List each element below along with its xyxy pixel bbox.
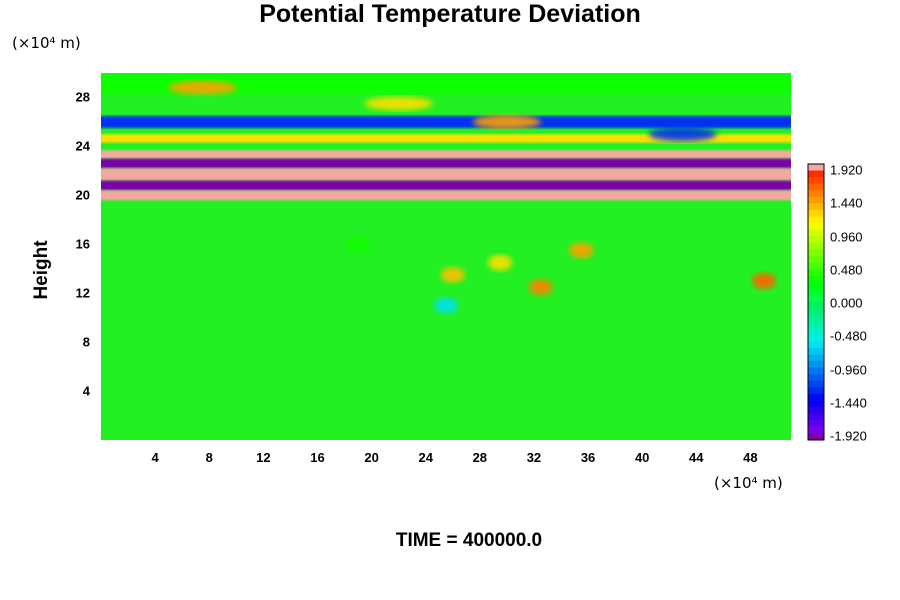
colorbar-swatch <box>808 302 824 310</box>
colorbar-swatch <box>808 203 824 211</box>
blob-4 <box>440 266 465 283</box>
chart-title: Potential Temperature Deviation <box>259 0 641 28</box>
blob-10 <box>346 236 371 253</box>
colorbar-swatch <box>808 295 824 303</box>
colorbar-swatch <box>808 361 824 369</box>
band-2 <box>101 134 791 143</box>
colorbar-swatch <box>808 400 824 408</box>
colorbar-swatch <box>808 367 824 375</box>
band-7 <box>101 190 791 201</box>
y-tick-label: 12 <box>75 285 90 301</box>
y-tick-label: 28 <box>75 89 90 105</box>
x-tick-label: 16 <box>310 450 325 465</box>
colorbar-label: 0.000 <box>830 295 863 311</box>
colorbar-swatch <box>808 229 824 237</box>
colorbar-swatch <box>808 374 824 382</box>
blob-1 <box>364 96 433 111</box>
colorbar-swatch <box>808 262 824 270</box>
colorbar-swatch <box>808 210 824 218</box>
colorbar-label: 0.480 <box>830 262 863 278</box>
colorbar-swatch <box>808 223 824 231</box>
colorbar-swatch <box>808 433 824 441</box>
colorbar-swatch <box>808 242 824 250</box>
colorbar-swatch <box>808 348 824 356</box>
colorbar-swatch <box>808 426 824 434</box>
colorbar-swatch <box>808 282 824 290</box>
x-tick-label: 36 <box>580 450 596 465</box>
colorbar-swatch <box>808 183 824 191</box>
band-6 <box>101 180 791 191</box>
colorbar-swatch <box>808 236 824 244</box>
colorbar-swatch <box>808 341 824 349</box>
colorbar-swatch <box>808 413 824 421</box>
colorbar-swatch <box>808 164 824 172</box>
colorbar-swatch <box>808 196 824 204</box>
blob-5 <box>488 254 513 271</box>
colorbar-swatch <box>808 177 824 185</box>
x-tick-label: 48 <box>743 450 758 465</box>
colorbar-swatch <box>808 256 824 264</box>
x-tick-label: 8 <box>205 450 213 465</box>
colorbar-label: 0.960 <box>830 229 863 244</box>
y-axis-unit: (×10⁴ m) <box>12 34 81 52</box>
colorbar-swatch <box>808 420 824 428</box>
colorbar-label: -1.920 <box>830 428 867 444</box>
colorbar-swatch <box>808 288 824 296</box>
x-tick-label: 4 <box>151 450 159 465</box>
colorbar-swatch <box>808 170 824 178</box>
colorbar-swatch <box>808 249 824 257</box>
colorbar-swatch <box>808 394 824 402</box>
x-tick-label: 28 <box>472 450 488 465</box>
band-0 <box>101 73 791 94</box>
y-tick-label: 4 <box>82 383 90 399</box>
colorbar-swatch <box>808 328 824 336</box>
x-tick-label: 40 <box>634 450 650 465</box>
colorbar-swatch <box>808 321 824 329</box>
band-1 <box>101 115 791 129</box>
colorbar-swatch <box>808 407 824 415</box>
colorbar-frame <box>807 163 825 441</box>
band-4 <box>101 158 791 169</box>
blob-7 <box>528 279 553 296</box>
colorbar-swatch <box>808 380 824 388</box>
colorbar-swatch <box>808 387 824 395</box>
colorbar-swatch <box>808 308 824 316</box>
colorbar-swatch <box>808 275 824 283</box>
colorbar-swatch <box>808 315 824 323</box>
band-5 <box>101 168 791 181</box>
blob-0 <box>168 80 237 95</box>
colorbar-swatch <box>808 269 824 277</box>
y-tick-label: 20 <box>75 187 90 203</box>
colorbar-swatch <box>808 190 824 198</box>
colorbar-label: -0.480 <box>830 328 867 344</box>
y-tick-label: 8 <box>82 334 90 350</box>
x-tick-label: 20 <box>364 450 379 465</box>
colorbar-swatch <box>808 334 824 342</box>
colorbar-label: -1.440 <box>830 395 867 411</box>
colorbar-label: 1.440 <box>830 195 863 211</box>
x-tick-label: 24 <box>418 450 433 465</box>
x-tick-label: 44 <box>689 450 704 465</box>
blob-9 <box>434 297 458 314</box>
time-label: TIME = 400000.0 <box>395 530 543 551</box>
blob-8 <box>751 272 776 289</box>
blob-2 <box>472 114 541 129</box>
colorbar-label: -0.960 <box>830 362 867 377</box>
blob-6 <box>569 242 594 259</box>
blob-3 <box>648 127 717 142</box>
y-tick-label: 16 <box>75 236 90 252</box>
colorbar-label: 1.920 <box>830 162 863 178</box>
x-tick-label: 12 <box>256 450 271 465</box>
colorbar-swatch <box>808 216 824 224</box>
colorbar-swatch <box>808 354 824 362</box>
x-tick-label: 32 <box>526 450 542 465</box>
y-tick-label: 24 <box>75 138 90 154</box>
band-3 <box>101 150 791 159</box>
x-axis-unit: (×10⁴ m) <box>714 474 783 492</box>
